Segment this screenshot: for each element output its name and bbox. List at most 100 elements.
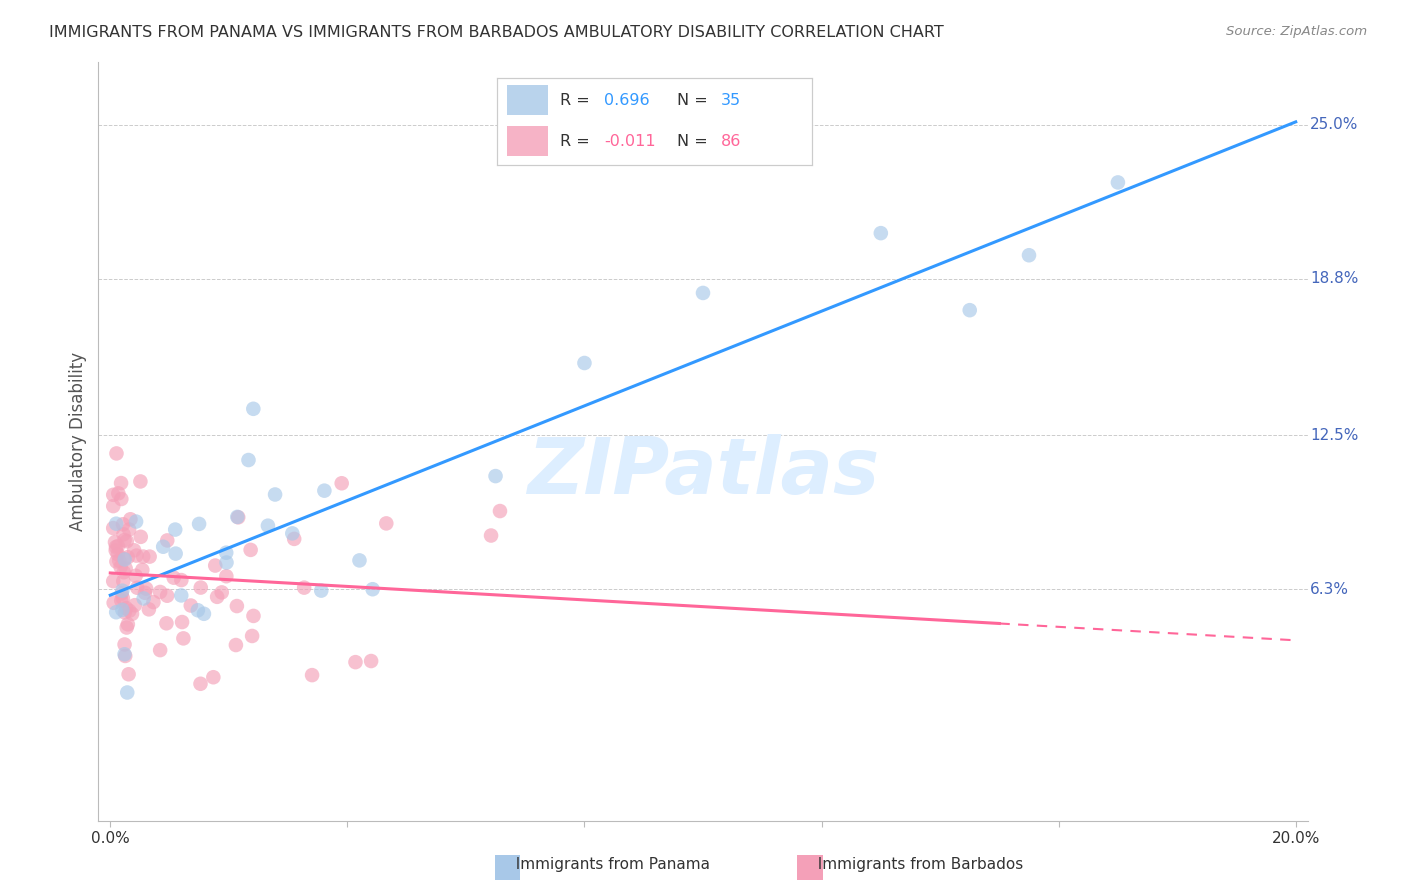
- Point: [115, 534, 138, 549]
- Point: [187, 603, 209, 617]
- Point: [242, 401, 264, 416]
- Text: Source: ZipAtlas.com: Source: ZipAtlas.com: [1226, 25, 1367, 38]
- Point: [283, 532, 305, 546]
- Point: [215, 556, 238, 570]
- Point: [361, 582, 384, 597]
- Point: [149, 643, 172, 657]
- Point: [103, 521, 125, 535]
- Point: [118, 604, 141, 618]
- Text: 6.3%: 6.3%: [1310, 582, 1348, 597]
- Point: [114, 606, 136, 620]
- Point: [156, 533, 179, 548]
- Point: [124, 569, 146, 583]
- Point: [202, 670, 225, 684]
- Point: [111, 583, 134, 598]
- Point: [574, 356, 596, 370]
- Point: [1107, 176, 1129, 190]
- Text: Immigrants from Panama: Immigrants from Panama: [506, 857, 710, 872]
- Point: [215, 569, 238, 583]
- Point: [131, 563, 153, 577]
- Point: [1018, 248, 1040, 262]
- Point: [193, 607, 215, 621]
- Point: [103, 596, 125, 610]
- Text: Immigrants from Barbados: Immigrants from Barbados: [808, 857, 1024, 872]
- Point: [142, 595, 165, 609]
- Point: [309, 583, 332, 598]
- Point: [125, 549, 148, 563]
- Point: [114, 648, 136, 663]
- Point: [190, 677, 212, 691]
- Point: [111, 517, 134, 532]
- Point: [238, 453, 260, 467]
- Point: [281, 526, 304, 541]
- Point: [115, 601, 138, 615]
- Point: [129, 475, 152, 489]
- Point: [112, 574, 135, 589]
- Point: [190, 581, 212, 595]
- Point: [111, 603, 134, 617]
- Text: 18.8%: 18.8%: [1310, 271, 1358, 286]
- Point: [111, 591, 134, 606]
- Point: [163, 571, 186, 585]
- Point: [110, 476, 132, 491]
- Point: [165, 523, 187, 537]
- Point: [240, 629, 263, 643]
- Point: [103, 488, 125, 502]
- Point: [121, 607, 143, 621]
- Point: [211, 585, 233, 599]
- Point: [103, 499, 125, 513]
- Point: [114, 561, 136, 575]
- Point: [111, 586, 134, 600]
- Point: [114, 552, 136, 566]
- Point: [180, 599, 202, 613]
- Point: [112, 565, 135, 579]
- Point: [125, 515, 148, 529]
- Point: [257, 518, 280, 533]
- Point: [117, 685, 139, 699]
- Point: [225, 638, 247, 652]
- Point: [138, 602, 160, 616]
- Point: [120, 512, 142, 526]
- Point: [170, 573, 193, 587]
- Point: [165, 547, 187, 561]
- Point: [104, 543, 127, 558]
- Point: [107, 539, 129, 553]
- Y-axis label: Ambulatory Disability: Ambulatory Disability: [69, 352, 87, 531]
- Point: [112, 552, 135, 566]
- Point: [114, 647, 136, 661]
- Point: [489, 504, 512, 518]
- Point: [149, 585, 172, 599]
- Point: [226, 510, 249, 524]
- Point: [104, 540, 127, 554]
- Point: [692, 285, 714, 300]
- Point: [375, 516, 398, 531]
- Point: [132, 591, 155, 606]
- Point: [869, 226, 891, 240]
- Point: [105, 554, 128, 568]
- Point: [156, 589, 179, 603]
- Point: [107, 547, 129, 561]
- Point: [479, 528, 502, 542]
- Point: [170, 589, 193, 603]
- Text: 25.0%: 25.0%: [1310, 117, 1358, 132]
- Point: [104, 535, 127, 549]
- Point: [292, 581, 315, 595]
- Point: [225, 599, 247, 613]
- Point: [118, 523, 141, 537]
- Text: IMMIGRANTS FROM PANAMA VS IMMIGRANTS FROM BARBADOS AMBULATORY DISABILITY CORRELA: IMMIGRANTS FROM PANAMA VS IMMIGRANTS FRO…: [49, 25, 943, 40]
- Point: [301, 668, 323, 682]
- Point: [188, 516, 211, 531]
- Point: [349, 553, 371, 567]
- Point: [138, 549, 160, 564]
- Point: [344, 655, 367, 669]
- Point: [117, 617, 139, 632]
- Point: [135, 582, 157, 596]
- Point: [264, 487, 287, 501]
- Point: [107, 486, 129, 500]
- Point: [105, 446, 128, 460]
- Text: 12.5%: 12.5%: [1310, 428, 1358, 442]
- Point: [314, 483, 336, 498]
- Point: [117, 550, 139, 565]
- Point: [132, 549, 155, 564]
- Point: [155, 616, 177, 631]
